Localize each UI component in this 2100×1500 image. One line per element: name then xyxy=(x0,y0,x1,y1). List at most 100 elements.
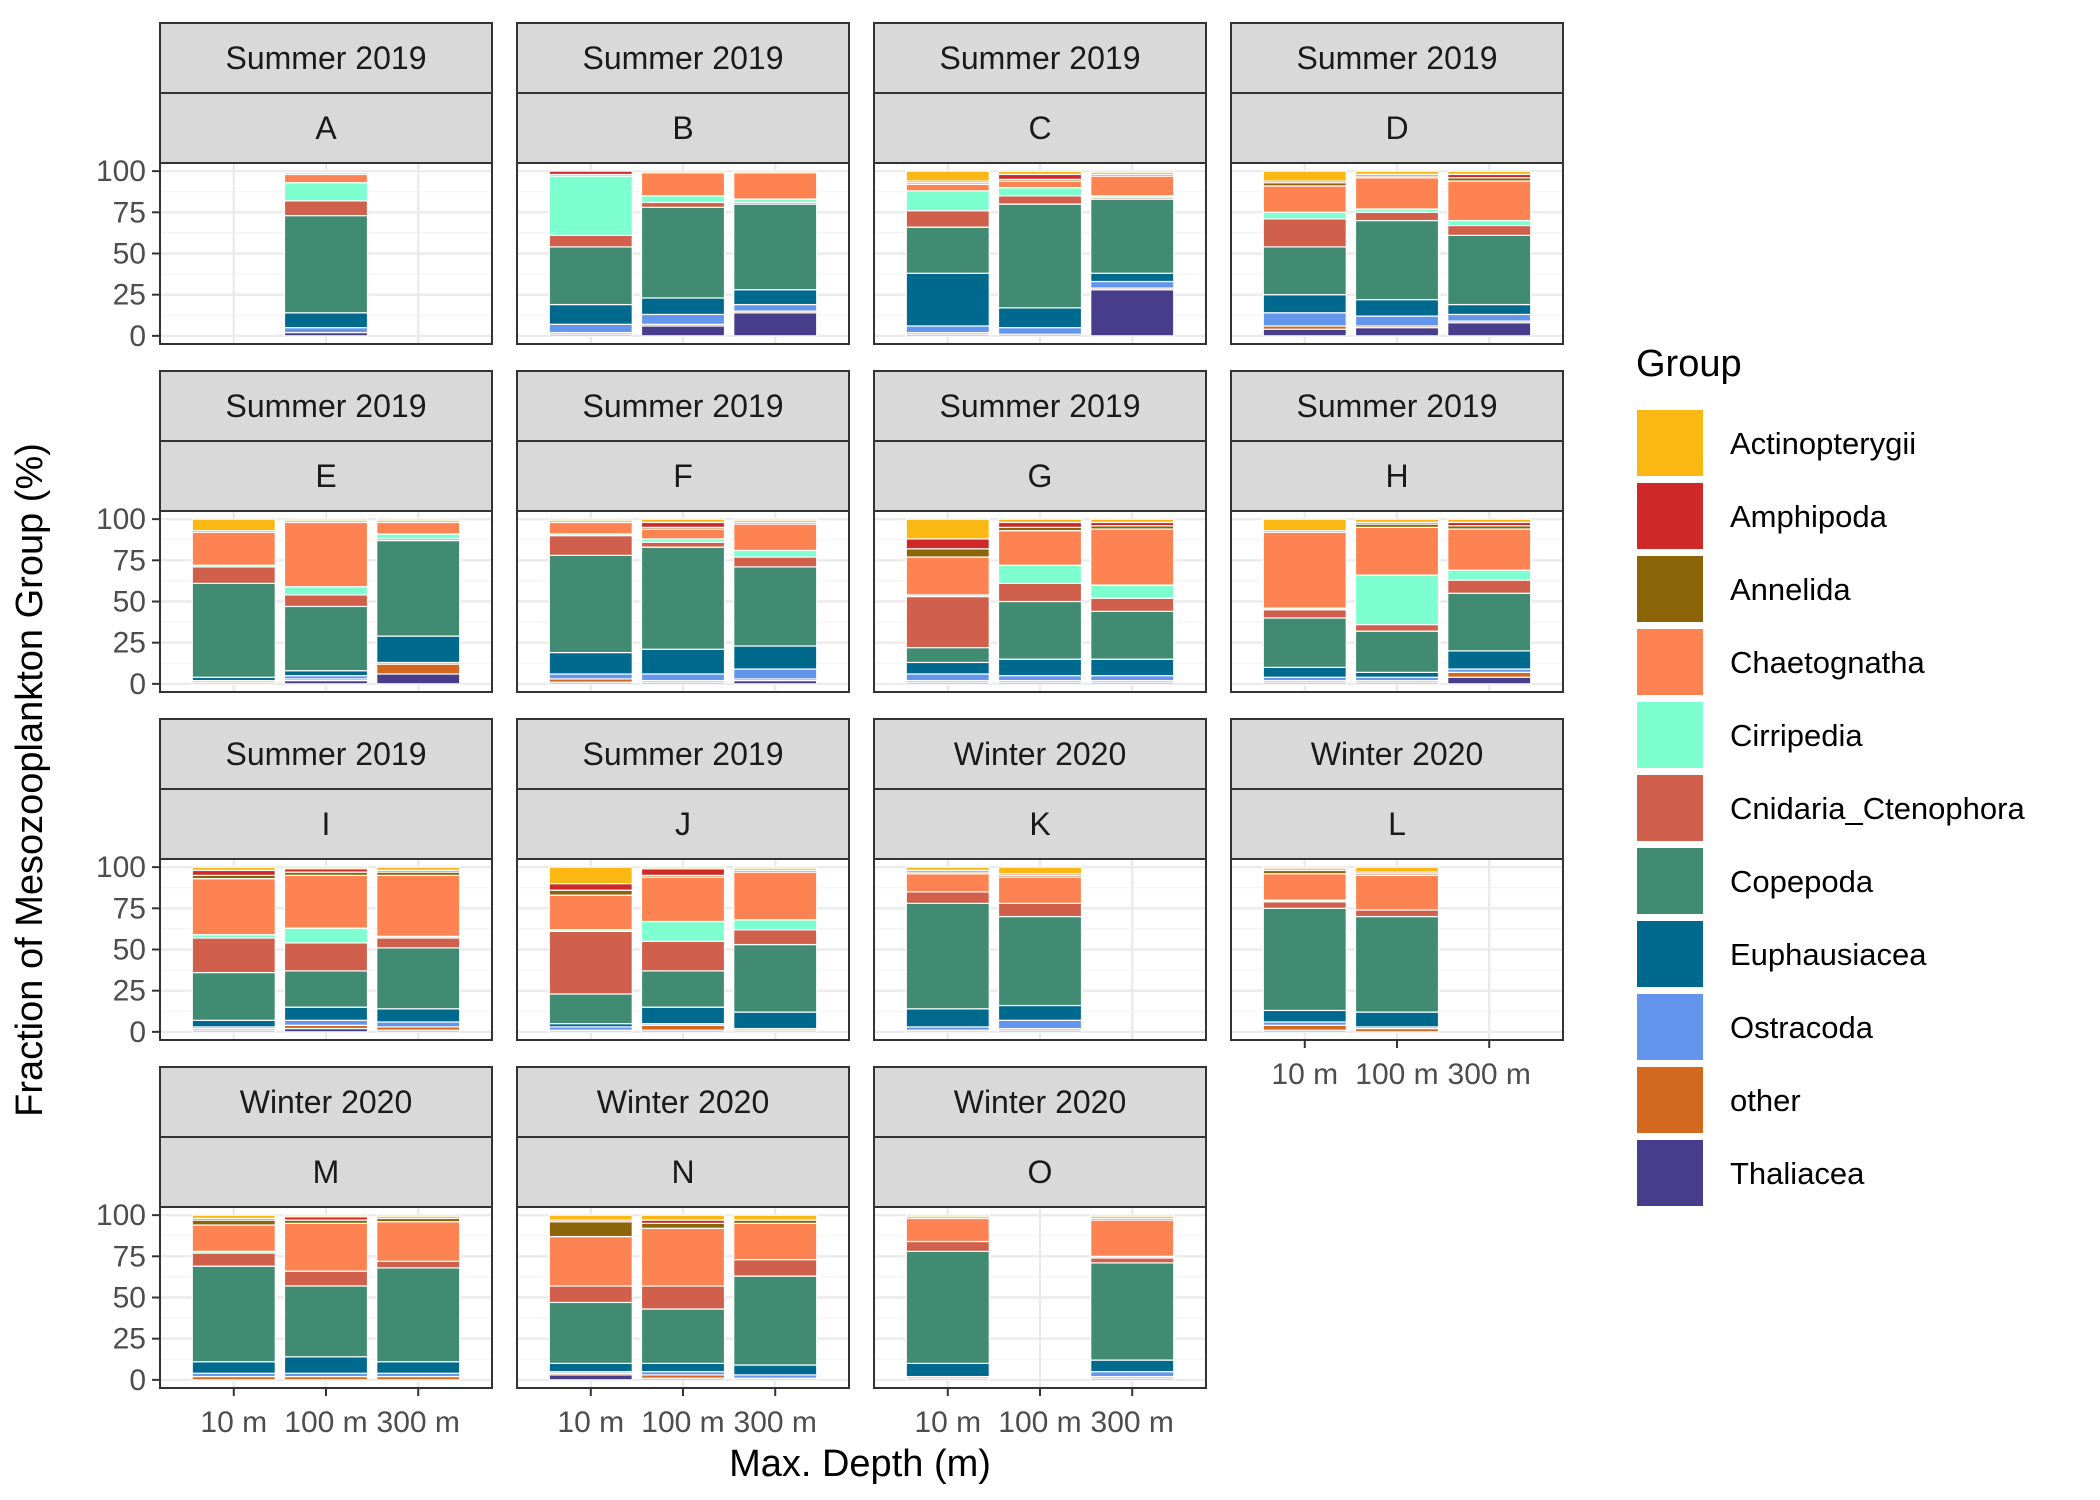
bar-segment-Euphausiacea xyxy=(1262,1009,1347,1023)
bar-segment-Ostracoda xyxy=(1090,1371,1175,1378)
bar-segment-Euphausiacea xyxy=(191,1019,276,1028)
y-tick-label: 100 xyxy=(96,155,146,188)
bar-segment-Amphipoda xyxy=(640,521,726,528)
bar-segment-Chaetognatha xyxy=(905,873,990,893)
legend-item-Thaliacea: Thaliacea xyxy=(1635,1138,1865,1208)
legend-item-Amphipoda: Amphipoda xyxy=(1635,481,1888,551)
bar-segment-Copepoda xyxy=(1354,219,1440,301)
bar-K-100 m xyxy=(997,866,1083,1033)
station-strip-label: G xyxy=(1028,458,1053,494)
bar-segment-Copepoda xyxy=(640,206,726,299)
bar-N-10 m xyxy=(548,1214,633,1381)
bar-segment-Cnidaria_Ctenophora xyxy=(191,1252,276,1267)
station-strip-label: J xyxy=(675,806,691,842)
bar-segment-Chaetognatha xyxy=(733,871,818,921)
bar-segment-Chaetognatha xyxy=(1090,175,1175,197)
bar-segment-Cnidaria_Ctenophora xyxy=(997,582,1083,603)
y-axis-title: Fraction of Mesozooplankton Group (%) xyxy=(9,443,51,1117)
station-strip-label: L xyxy=(1388,806,1406,842)
bar-segment-Copepoda xyxy=(640,970,726,1008)
station-strip xyxy=(1230,788,1564,860)
legend-swatch xyxy=(1635,919,1705,989)
legend-item-Chaetognatha: Chaetognatha xyxy=(1635,627,1926,697)
bar-segment-Copepoda xyxy=(905,1250,990,1364)
station-strip xyxy=(159,440,493,512)
y-tick-label: 0 xyxy=(129,1364,146,1397)
bar-segment-Cnidaria_Ctenophora xyxy=(376,937,461,949)
bar-segment-Copepoda xyxy=(1090,1262,1175,1361)
bar-segment-Chaetognatha xyxy=(1090,1219,1175,1257)
season-strip xyxy=(159,1066,493,1138)
season-strip xyxy=(873,718,1207,790)
facet-panel-H: Summer 2019 H xyxy=(1230,370,1564,693)
bar-segment-Euphausiacea xyxy=(1262,294,1347,314)
bar-segment-Chaetognatha xyxy=(283,173,369,184)
legend-swatch xyxy=(1635,408,1705,478)
bar-segment-Chaetognatha xyxy=(1262,531,1347,609)
bar-segment-Ostracoda xyxy=(997,1019,1083,1030)
bar-segment-Cnidaria_Ctenophora xyxy=(1447,224,1532,236)
bar-segment-other xyxy=(376,663,461,675)
bar-segment-Euphausiacea xyxy=(283,1006,369,1021)
bar-segment-Actinopterygii xyxy=(640,170,726,174)
bar-segment-Cnidaria_Ctenophora xyxy=(1354,211,1440,222)
bar-segment-Ostracoda xyxy=(733,668,818,680)
bar-segment-Cnidaria_Ctenophora xyxy=(905,891,990,904)
bar-segment-Cnidaria_Ctenophora xyxy=(1447,579,1532,594)
facet-panel-I: Summer 2019 I 0 25 50 75 100 xyxy=(96,718,493,1049)
bar-segment-Copepoda xyxy=(191,582,276,678)
season-strip-label: Winter 2020 xyxy=(1311,736,1484,772)
bar-segment-Annelida xyxy=(548,1221,633,1238)
y-tick-label: 50 xyxy=(113,934,146,967)
panel-border xyxy=(516,858,850,1041)
y-tick-label: 75 xyxy=(113,196,146,229)
season-strip-label: Winter 2020 xyxy=(597,1084,770,1120)
station-strip xyxy=(516,92,850,164)
bar-B-300 m xyxy=(733,170,818,337)
bar-segment-Thaliacea xyxy=(1447,322,1532,337)
bar-segment-Chaetognatha xyxy=(283,521,369,588)
bar-segment-Cirripedia xyxy=(1262,211,1347,220)
bar-segment-Copepoda xyxy=(905,647,990,664)
facet-panel-K: Winter 2020 K xyxy=(873,718,1207,1041)
bar-segment-Chaetognatha xyxy=(640,172,726,197)
facet-panel-M: Winter 2020 M 0 25 50 75 100 10 m 100 m 300 m xyxy=(96,1066,493,1439)
bar-G-10 m xyxy=(905,518,990,685)
facet-panel-L: Winter 2020 L 10 m 100 m 300 m xyxy=(1230,718,1564,1091)
legend-label: Chaetognatha xyxy=(1730,645,1926,680)
legend-label: Cnidaria_Ctenophora xyxy=(1730,791,2025,826)
bar-segment-Copepoda xyxy=(376,539,461,637)
bar-segment-Euphausiacea xyxy=(733,1011,818,1030)
bar-segment-Actinopterygii xyxy=(283,866,369,870)
bar-segment-Cirripedia xyxy=(1090,584,1175,599)
bar-segment-Ostracoda xyxy=(640,673,726,682)
season-strip-label: Summer 2019 xyxy=(940,40,1141,76)
bar-segment-Chaetognatha xyxy=(376,521,461,535)
y-tick-label: 50 xyxy=(113,586,146,619)
bar-segment-Ostracoda xyxy=(283,327,369,334)
bar-C-100 m xyxy=(997,170,1083,337)
season-strip xyxy=(873,370,1207,442)
bar-segment-Chaetognatha xyxy=(905,183,990,192)
legend-swatch xyxy=(1635,481,1705,551)
season-strip-label: Summer 2019 xyxy=(583,388,784,424)
bar-segment-Actinopterygii xyxy=(283,518,369,522)
legend-label: Cirripedia xyxy=(1730,718,1863,753)
legend-item-Copepoda: Copepoda xyxy=(1635,846,1874,916)
legend-label: Annelida xyxy=(1730,572,1851,607)
bar-segment-Cnidaria_Ctenophora xyxy=(905,595,990,649)
station-strip-label: D xyxy=(1385,110,1408,146)
bar-segment-Euphausiacea xyxy=(548,303,633,325)
facet-panel-F: Summer 2019 F xyxy=(516,370,850,693)
bar-segment-Copepoda xyxy=(905,902,990,1010)
station-strip xyxy=(873,1136,1207,1208)
bar-segment-Actinopterygii xyxy=(1090,1214,1175,1218)
y-tick-label: 25 xyxy=(113,627,146,660)
bar-segment-Actinopterygii xyxy=(640,518,726,524)
x-tick-label: 10 m xyxy=(914,1406,981,1439)
bar-segment-Actinopterygii xyxy=(1262,518,1347,532)
bar-segment-Actinopterygii xyxy=(997,866,1083,875)
bar-segment-Euphausiacea xyxy=(905,272,990,327)
bar-segment-Chaetognatha xyxy=(640,1227,726,1287)
